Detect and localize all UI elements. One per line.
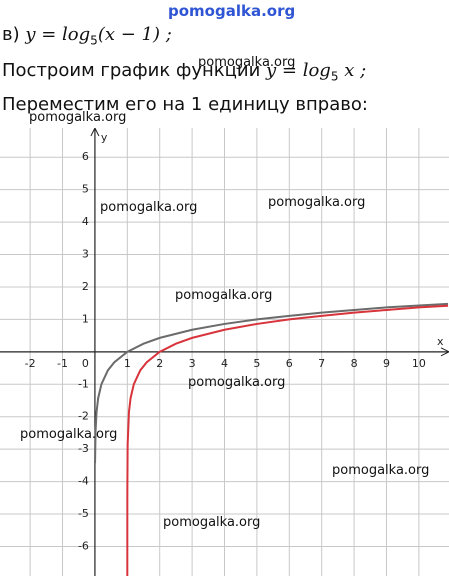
y-tick-label: -6 xyxy=(78,539,89,552)
curve xyxy=(94,302,449,464)
watermark: pomogalka.org xyxy=(332,463,430,478)
formula: y = log xyxy=(266,60,331,81)
y-tick-label: 6 xyxy=(82,150,89,163)
formula: (x − 1) ; xyxy=(97,24,172,45)
x-arrow xyxy=(440,347,449,357)
x-axis-label: x xyxy=(437,335,444,348)
line: в) y = log5(x − 1) ; xyxy=(2,24,172,48)
y-tick-label: -1 xyxy=(78,377,89,390)
x-tick-label: -1 xyxy=(57,357,68,370)
formula: x ; xyxy=(338,60,367,81)
y-tick-label: -5 xyxy=(78,507,89,520)
y-tick-label: -3 xyxy=(78,442,89,455)
x-tick-label: 5 xyxy=(253,357,260,370)
x-tick-label: 1 xyxy=(124,357,131,370)
watermark: pomogalka.org xyxy=(29,110,127,125)
text: Переместим его на 1 единицу вправо: xyxy=(2,94,368,115)
watermark: pomogalka.org xyxy=(163,515,261,530)
subscript: 5 xyxy=(330,69,339,84)
x-tick-label: 4 xyxy=(221,357,228,370)
watermark: pomogalka.org xyxy=(188,375,286,390)
watermark: pomogalka.org xyxy=(175,288,273,303)
watermark: pomogalka.org xyxy=(20,427,118,442)
watermark: pomogalka.org xyxy=(168,2,296,20)
text: в) xyxy=(2,24,26,45)
x-tick-label: 8 xyxy=(351,357,358,370)
y-tick-label: 2 xyxy=(82,280,89,293)
curve xyxy=(126,304,449,576)
x-tick-label: 3 xyxy=(189,357,196,370)
subscript: 5 xyxy=(90,33,98,48)
text: Построим график функции xyxy=(2,60,267,81)
line: Построим график функции y = log5 x ; xyxy=(2,60,366,84)
x-tick-label: 10 xyxy=(412,357,426,370)
chart: -2 -1 1 2 3 4 5 6 7 8 9 10 -6 -5 -4 -3 -2 -1 1 2 3 4 5 6 x y 0 xyxy=(0,128,449,576)
line: Переместим его на 1 единицу вправо: xyxy=(2,94,368,115)
y-arrow xyxy=(90,128,100,137)
y-axis-label: y xyxy=(101,131,108,144)
formula: y = log xyxy=(25,24,91,45)
x-tick-label: -2 xyxy=(25,357,36,370)
y-tick-label: 5 xyxy=(82,183,89,196)
x-tick-label: 2 xyxy=(156,357,163,370)
watermark: pomogalka.org xyxy=(268,195,366,210)
y-tick-label: 3 xyxy=(82,248,89,261)
y-tick-label: 1 xyxy=(82,312,89,325)
watermark: pomogalka.org xyxy=(100,200,198,215)
y-tick-label: 4 xyxy=(82,215,89,228)
watermark: pomogalka.org xyxy=(198,55,296,70)
origin-label: 0 xyxy=(82,357,89,370)
x-tick-label: 9 xyxy=(383,357,390,370)
x-tick-label: 7 xyxy=(318,357,325,370)
y-tick-label: -4 xyxy=(78,475,89,488)
y-tick-label: -2 xyxy=(78,410,89,423)
x-tick-label: 6 xyxy=(286,357,293,370)
